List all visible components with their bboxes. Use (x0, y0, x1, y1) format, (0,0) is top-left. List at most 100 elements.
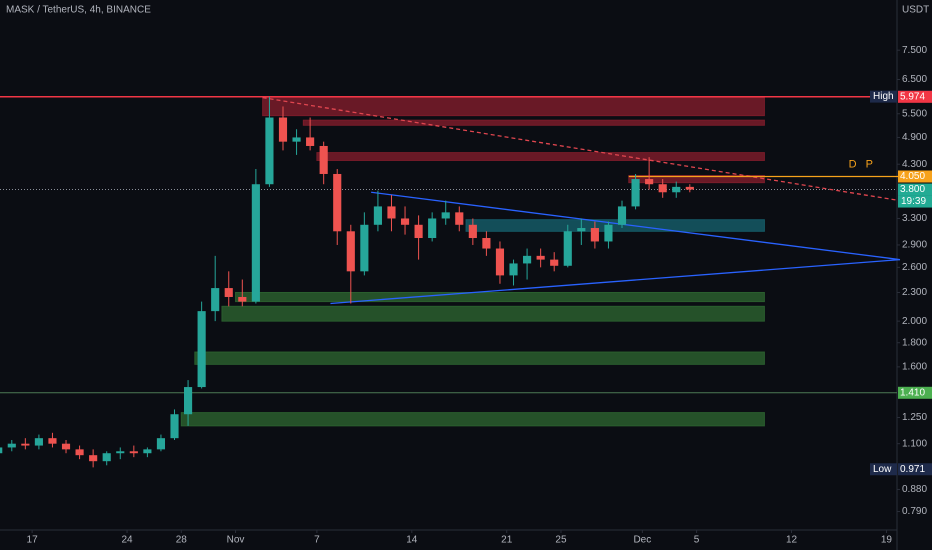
price-label-name-box (870, 463, 897, 476)
y-tick-label: 1.800 (902, 337, 927, 348)
trendline (371, 191, 901, 261)
zone (262, 97, 765, 117)
candle-body (360, 224, 369, 272)
candle-body (672, 186, 681, 193)
y-tick-label: 2.300 (902, 287, 927, 298)
x-tick-label: Dec (633, 535, 651, 546)
candle-body (387, 206, 396, 219)
y-tick-label: 2.900 (902, 240, 927, 251)
countdown-box (898, 195, 932, 208)
zone (302, 119, 765, 126)
price-label-box (898, 90, 932, 103)
candle-body (536, 255, 545, 260)
y-tick-label: 2.600 (902, 262, 927, 273)
candle-body (658, 184, 667, 193)
candle-body (333, 173, 342, 232)
candle-body (211, 288, 220, 312)
candle-body (482, 238, 491, 249)
candle-body (61, 443, 71, 450)
countdown: 19:39 (901, 196, 926, 207)
y-tick-label: 0.790 (902, 506, 927, 517)
x-tick-label: 17 (27, 535, 39, 546)
y-tick-label: 1.250 (902, 412, 927, 423)
candle-body (495, 248, 505, 276)
x-tick-label: 12 (786, 535, 798, 546)
y-tick-label: 3.300 (902, 213, 927, 224)
candle-body (604, 224, 613, 242)
y-tick-label: 1.600 (902, 362, 927, 373)
price-label: 0.971 (900, 464, 925, 475)
candle-body (631, 179, 640, 207)
y-tick-label: 4.300 (902, 159, 927, 170)
candle-body (577, 228, 586, 232)
y-tick-label: 6.500 (902, 74, 927, 85)
chart-title: MASK / TetherUS, 4h, BINANCE (6, 5, 151, 16)
x-tick-label: 19 (881, 535, 893, 546)
price-label-name: High (873, 91, 894, 102)
candle-body (184, 387, 193, 415)
zone (465, 219, 765, 232)
y-tick-label: 2.000 (902, 316, 927, 327)
candle-body (143, 449, 152, 454)
price-label: 3.800 (900, 184, 925, 195)
price-label: 1.410 (900, 387, 925, 398)
candle-body (278, 117, 288, 142)
candle-body (170, 414, 179, 439)
zone (221, 305, 765, 322)
annotation: D P (849, 158, 876, 170)
candle-body (89, 455, 98, 462)
price-label-name-box (870, 90, 897, 103)
zone (316, 152, 765, 161)
candle-body (129, 451, 138, 454)
candle-body (102, 453, 111, 462)
price-label-box (898, 386, 932, 399)
candle-body (563, 231, 572, 266)
y-tick-label: 4.900 (902, 132, 927, 143)
zone (235, 291, 765, 303)
x-tick-label: Nov (227, 535, 245, 546)
candle-body (455, 212, 464, 225)
candle-body (428, 218, 437, 239)
candle-body (523, 255, 532, 264)
candle-body (590, 228, 599, 242)
candle-body (156, 438, 166, 450)
trendline (330, 258, 901, 305)
candle-body (550, 259, 559, 266)
candle-body (7, 443, 16, 448)
x-tick-label: 21 (501, 535, 513, 546)
candle-body (75, 449, 84, 456)
candle-body (441, 212, 450, 219)
y-tick-label: 1.100 (902, 438, 927, 449)
candle-body (509, 263, 518, 276)
candle-body (373, 206, 382, 225)
candle-body (251, 184, 260, 302)
zone (194, 351, 765, 365)
candle-body (21, 443, 30, 446)
candle-body (197, 311, 206, 388)
price-label-box (898, 170, 932, 183)
x-tick-label: 28 (176, 535, 188, 546)
price-label-box (898, 183, 932, 196)
candle-body (645, 179, 654, 185)
candle-body (617, 206, 627, 225)
candle-body (306, 137, 315, 146)
y-tick-label: 5.500 (902, 108, 927, 119)
candle-body (34, 438, 43, 446)
trendline (262, 96, 901, 202)
candle-body (48, 438, 57, 444)
zone (628, 174, 765, 184)
candle-body (319, 145, 328, 174)
y-tick-label: 7.500 (902, 45, 927, 56)
candle-body (685, 186, 694, 190)
candle-body (292, 137, 301, 142)
price-label: 5.974 (900, 91, 925, 102)
x-tick-label: 14 (406, 535, 418, 546)
candle-body (346, 231, 355, 272)
price-label-box (898, 463, 932, 476)
candle-body (0, 447, 3, 454)
candle-body (468, 224, 477, 239)
currency: USDT (902, 5, 929, 16)
candle-body (265, 117, 274, 185)
